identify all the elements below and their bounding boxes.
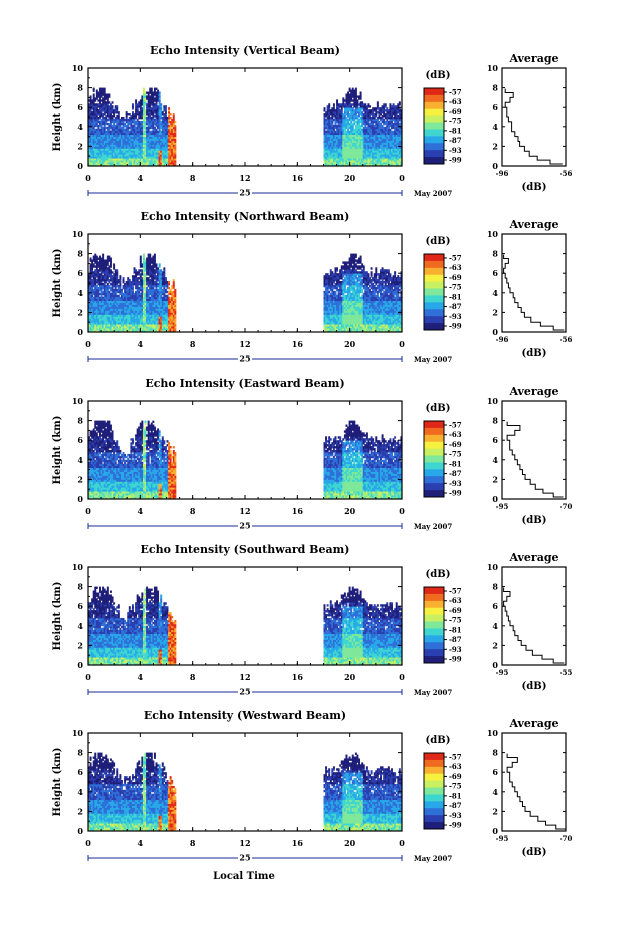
x-tick-label: 0 — [85, 173, 91, 183]
colorbar-swatch — [424, 136, 444, 143]
heatmap-cell — [159, 92, 161, 94]
colorbar-tick-label: -93 — [449, 146, 462, 155]
panel-title: Echo Intensity (Vertical Beam) — [150, 44, 340, 57]
heatmap-cell — [324, 107, 326, 109]
heatmap-cell — [174, 121, 176, 123]
average-title: Average — [508, 52, 558, 65]
x-tick-label: 0 — [399, 173, 405, 183]
colorbar-swatch — [424, 123, 444, 130]
heatmap-cell — [369, 105, 371, 107]
heatmap-cell — [333, 103, 335, 105]
colorbar-tick-label: -87 — [449, 136, 462, 145]
heatmap-cell — [156, 263, 158, 265]
colorbar-tick-label: -69 — [449, 107, 462, 116]
x-tick-label: 8 — [190, 173, 196, 183]
heatmap-cell — [102, 254, 104, 256]
heatmap-cell — [132, 103, 134, 105]
average-y-tick-label: 4 — [492, 122, 498, 132]
heatmap-cell — [159, 263, 161, 265]
colorbar-swatch — [424, 129, 444, 136]
average-x-title: (dB) — [522, 182, 547, 193]
heatmap-cell — [104, 88, 106, 90]
heatmap-cell — [116, 105, 118, 107]
colorbar-swatch — [424, 150, 444, 157]
heatmap-cells — [88, 88, 402, 167]
average-y-tick-label: 2 — [492, 141, 498, 151]
day-label: 25 — [239, 188, 250, 198]
colorbar-swatch — [424, 88, 444, 95]
heatmap-cell — [151, 88, 153, 90]
heatmap-cell — [355, 88, 357, 90]
heatmap-cell — [168, 107, 170, 109]
heatmap-cell — [170, 113, 172, 115]
x-tick-label: 12 — [239, 173, 250, 183]
y-tick-label: 6 — [77, 102, 83, 112]
beam-panel: Echo Intensity (Northward Beam) Height (k… — [52, 210, 572, 364]
heatmap-cell — [143, 88, 145, 90]
average-y-tick-label: 10 — [487, 63, 499, 73]
x-tick-label: 20 — [344, 173, 356, 183]
beam-panel: Echo Intensity (Vertical Beam) Height (km… — [52, 44, 572, 198]
heatmap-cell — [110, 258, 112, 260]
colorbar-swatch — [424, 157, 444, 164]
heatmap-cell — [360, 92, 362, 94]
heatmap-cell — [143, 254, 145, 256]
y-axis-title: Height (km) — [52, 83, 63, 152]
heatmap-cell — [112, 101, 114, 103]
heatmap-cell — [123, 277, 125, 279]
y-tick-label: 4 — [77, 122, 83, 132]
heatmap-cells — [88, 254, 402, 333]
heatmap-cell — [118, 111, 120, 113]
y-tick-label: 8 — [77, 83, 83, 93]
average-x-tick-label: -56 — [560, 169, 573, 178]
heatmap-cell — [154, 254, 156, 256]
heatmap-cell — [108, 93, 110, 95]
heatmap-cell — [116, 269, 118, 271]
colorbar-swatch — [424, 102, 444, 109]
heatmap-cell — [119, 275, 121, 277]
y-axis-title: Height (km) — [52, 249, 63, 318]
heatmap-cell — [149, 254, 151, 256]
heatmap-cell — [135, 99, 137, 101]
colorbar-tick-label: -81 — [449, 126, 462, 135]
average-frame — [502, 68, 566, 166]
colorbar-swatch — [424, 95, 444, 102]
average-profile-line — [505, 89, 563, 164]
average-x-tick-label: -96 — [496, 169, 509, 178]
average-y-tick-label: 8 — [492, 83, 498, 93]
y-tick-label: 10 — [72, 63, 84, 73]
heatmap-cell — [328, 103, 330, 105]
heatmap-cell — [113, 263, 115, 265]
heatmap-cell — [93, 88, 95, 90]
y-tick-label: 0 — [77, 161, 83, 171]
colorbar-tick-label: -57 — [449, 88, 462, 97]
colorbar-tick-label: -63 — [449, 97, 462, 106]
heatmap-cell — [112, 105, 114, 107]
panel-title: Echo Intensity (Northward Beam) — [141, 210, 350, 223]
heatmap-cell — [165, 105, 167, 107]
heatmap-cell — [173, 113, 175, 115]
average-y-tick-label: 6 — [492, 102, 498, 112]
heatmap-cell — [385, 103, 387, 105]
heatmap-cell — [336, 99, 338, 101]
x-tick-label: 4 — [138, 173, 144, 183]
heatmap-cell — [140, 256, 142, 258]
heatmap-cell — [93, 93, 95, 95]
month-label: May 2007 — [414, 189, 452, 198]
colorbar-swatch — [424, 143, 444, 150]
colorbar-swatch — [424, 109, 444, 116]
heatmap-cell — [377, 101, 379, 103]
heatmap-cell — [399, 101, 401, 103]
x-tick-label: 16 — [292, 173, 304, 183]
colorbar-unit: (dB) — [426, 70, 451, 81]
y-tick-label: 2 — [77, 141, 83, 151]
colorbar-tick-label: -99 — [449, 156, 462, 165]
heatmap-cell — [160, 103, 162, 105]
colorbar-tick-label: -75 — [449, 117, 462, 126]
heatmap-cell — [174, 125, 176, 127]
colorbar-swatch — [424, 116, 444, 123]
